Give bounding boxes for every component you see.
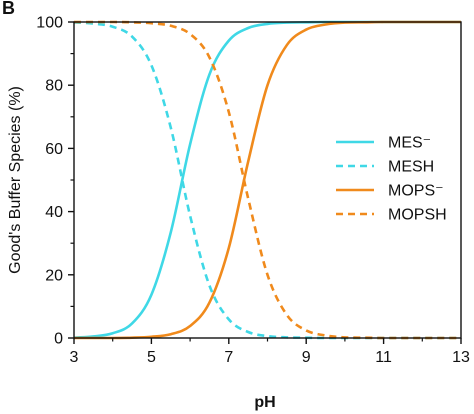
legend-label-mes-minus: MES⁻ [388, 135, 431, 152]
series-line-mes-minus [73, 20, 461, 339]
series-line-mops-minus [73, 20, 461, 340]
x-tick-label-13: 13 [452, 349, 470, 366]
legend-label-mesh: MESH [388, 159, 434, 176]
axes: 3 5 7 9 11 13 0 20 40 60 80 100 [36, 15, 470, 367]
y-tick-label-100: 100 [36, 15, 63, 32]
y-tick-label-60: 60 [45, 141, 63, 158]
legend-label-mopsh: MOPSH [388, 207, 447, 224]
y-tick-label-40: 40 [45, 204, 63, 221]
x-tick-label-11: 11 [375, 349, 392, 366]
plot-frame [73, 21, 462, 339]
x-axis-label: pH [254, 394, 275, 411]
x-tick-label-7: 7 [224, 349, 233, 366]
y-tick-label-0: 0 [54, 331, 63, 348]
panel-letter: B [2, 0, 15, 18]
x-tick-label-5: 5 [147, 349, 156, 366]
x-tick-label-9: 9 [302, 349, 311, 366]
legend-label-mops-minus: MOPS⁻ [388, 183, 444, 200]
legend: MES⁻ MESH MOPS⁻ MOPSH [336, 135, 447, 224]
y-tick-label-80: 80 [45, 78, 63, 95]
series-line-mesh [73, 21, 461, 340]
y-tick-label-20: 20 [45, 267, 63, 284]
series-line-mopsh [73, 20, 461, 340]
y-axis-label: Good's Buffer Species (%) [7, 86, 24, 274]
series-lines [73, 20, 461, 340]
x-tick-label-3: 3 [70, 349, 79, 366]
